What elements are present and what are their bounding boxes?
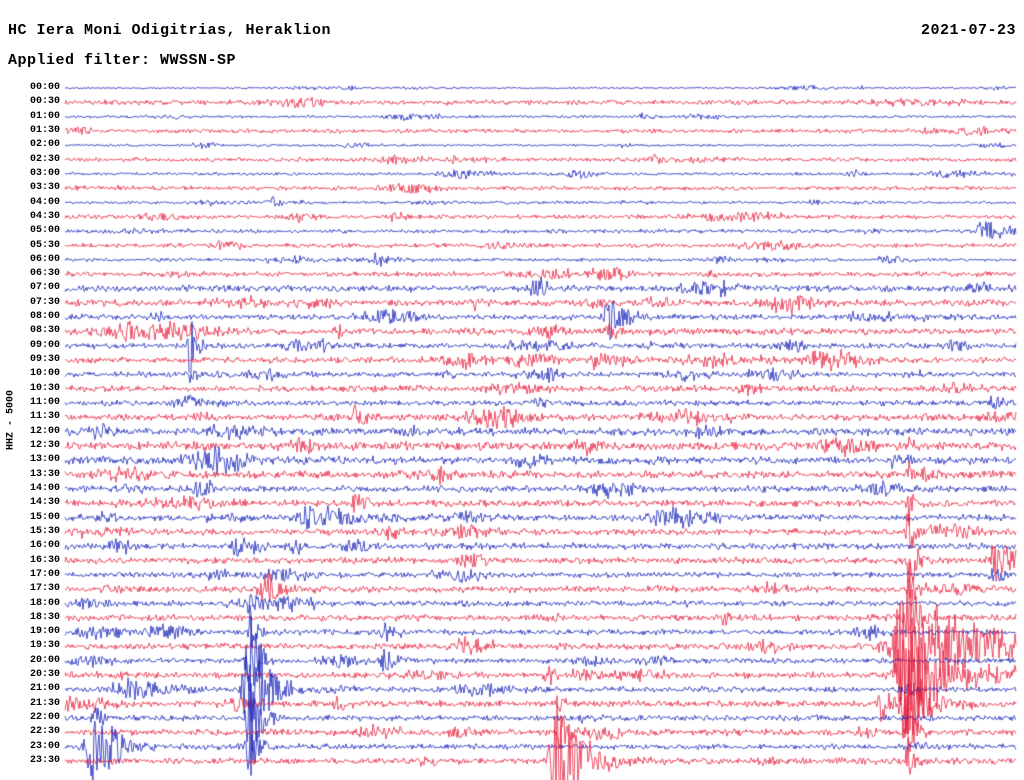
seismogram-traces-canvas	[0, 0, 1024, 780]
helicorder-page: HC Iera Moni Odigitrias, Heraklion 2021-…	[0, 0, 1024, 780]
